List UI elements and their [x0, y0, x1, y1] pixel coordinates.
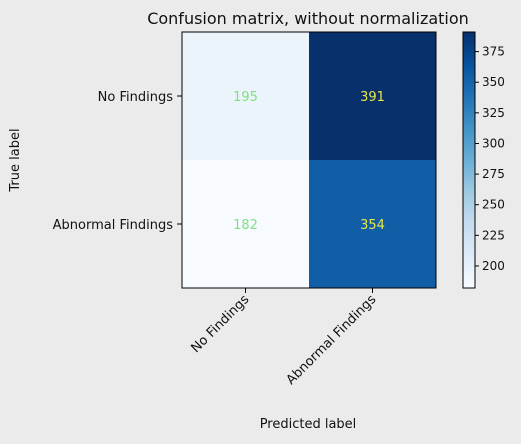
- colorbar-tick-label: 350: [482, 75, 505, 89]
- heatmap-cell: [309, 32, 436, 160]
- colorbar-tick-label: 200: [482, 259, 505, 273]
- heatmap-cell: [182, 160, 309, 288]
- cell-value-label: 182: [233, 218, 258, 233]
- colorbar-tick-label: 250: [482, 198, 505, 212]
- heatmap-cells: 195 391 182 354: [182, 32, 436, 288]
- cell-value-label: 354: [360, 218, 385, 233]
- plot-frame: [181, 31, 437, 289]
- cell-value-label: 391: [360, 90, 385, 105]
- chart-title: Confusion matrix, without normalization: [147, 9, 469, 28]
- colorbar-tick-label: 300: [482, 136, 505, 150]
- x-tick-label: Abnormal Findings: [284, 292, 380, 388]
- x-tick-label: No Findings: [188, 292, 252, 356]
- heatmap-cell: [182, 32, 309, 160]
- heatmap-cell: [309, 160, 436, 288]
- colorbar-ticks: 200 225 250 275 300 325 350 375: [475, 45, 505, 273]
- y-tick-label: No Findings: [98, 90, 174, 105]
- x-tick-labels: No Findings Abnormal Findings: [188, 288, 379, 388]
- x-axis-label: Predicted label: [260, 417, 357, 432]
- colorbar-tick-label: 225: [482, 228, 505, 242]
- colorbar-tick-label: 275: [482, 167, 505, 181]
- y-tick-label: Abnormal Findings: [53, 218, 174, 233]
- colorbar: [462, 31, 476, 289]
- y-tick-labels: No Findings Abnormal Findings: [53, 90, 182, 233]
- colorbar-tick-label: 325: [482, 106, 505, 120]
- y-axis-label: True label: [8, 128, 23, 192]
- colorbar-tick-label: 375: [482, 45, 505, 59]
- cell-value-label: 195: [233, 90, 258, 105]
